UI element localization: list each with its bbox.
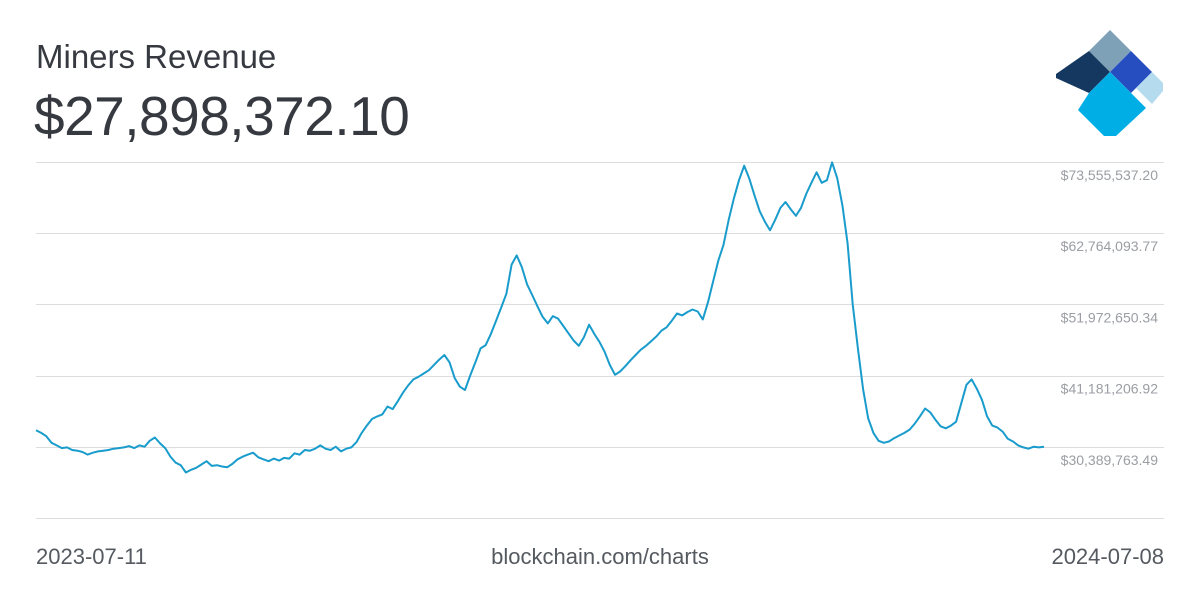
end-date: 2024-07-08 bbox=[1051, 544, 1164, 569]
source-link[interactable]: blockchain.com/charts bbox=[491, 544, 709, 569]
grid-lines bbox=[36, 162, 1164, 519]
current-value: $27,898,372.10 bbox=[34, 85, 410, 147]
y-tick-label: $30,389,763.49 bbox=[1061, 452, 1159, 468]
y-axis-tick-labels: $30,389,763.49 $41,181,206.92 $51,972,650.… bbox=[1061, 167, 1159, 468]
logo-bottom-tile bbox=[1078, 72, 1146, 136]
chart-title: Miners Revenue bbox=[36, 38, 277, 75]
y-tick-label: $73,555,537.20 bbox=[1061, 167, 1159, 183]
y-tick-label: $62,764,093.77 bbox=[1061, 238, 1159, 254]
blockchain-logo-icon bbox=[1056, 30, 1163, 136]
logo-left-tile bbox=[1056, 51, 1110, 93]
y-tick-label: $41,181,206.92 bbox=[1061, 381, 1159, 397]
series-line bbox=[35, 161, 1045, 474]
logo-right-tile bbox=[1136, 72, 1163, 104]
y-tick-label: $51,972,650.34 bbox=[1061, 309, 1159, 325]
start-date: 2023-07-11 bbox=[36, 544, 147, 569]
